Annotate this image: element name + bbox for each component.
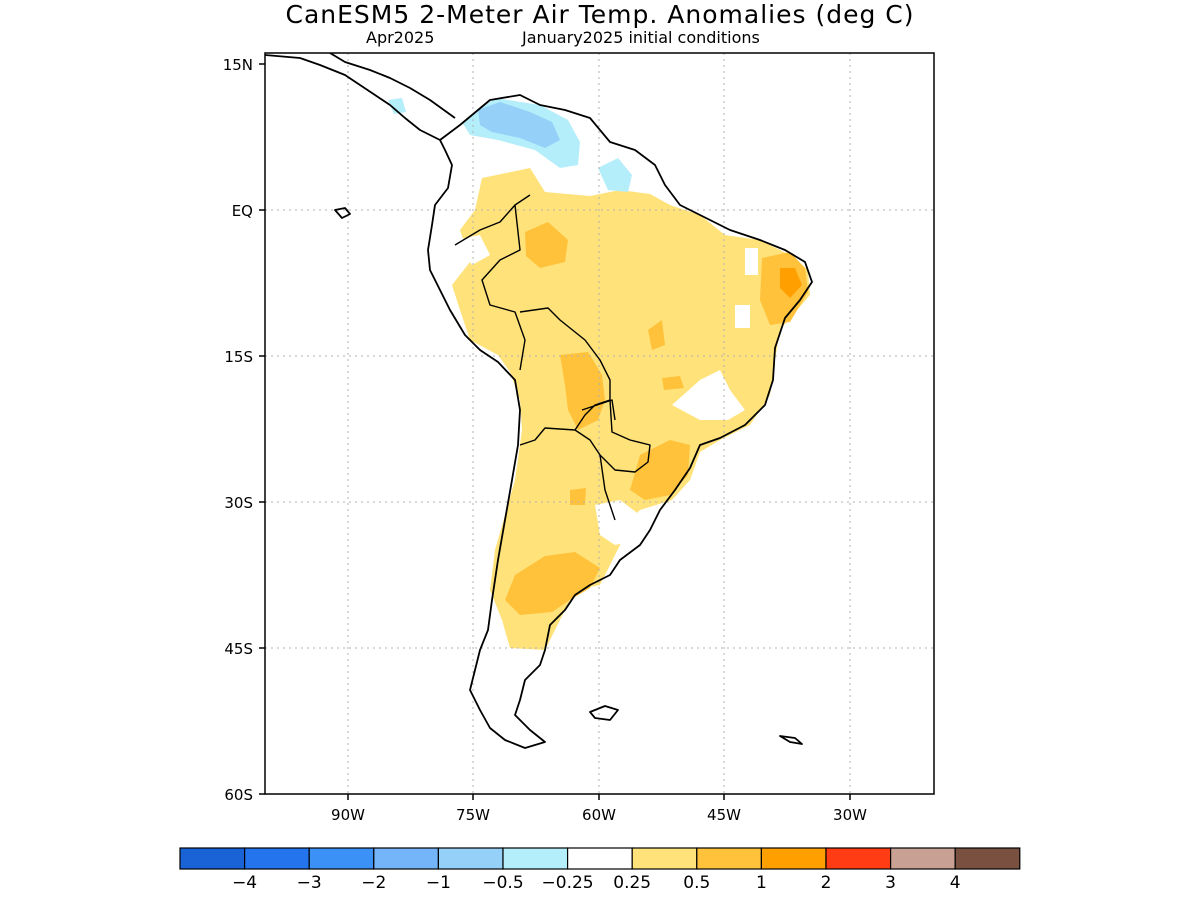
lon-label: 75W xyxy=(456,806,490,824)
anomaly-region-orange xyxy=(630,440,690,500)
colorbar-label: 4 xyxy=(950,873,961,893)
anomaly-region-dark-orange xyxy=(780,268,802,298)
colorbar-label: −2 xyxy=(361,873,386,893)
colorbar-swatch xyxy=(631,847,698,870)
lon-label: 30W xyxy=(833,806,867,824)
colorbar-swatch xyxy=(373,847,439,870)
anomaly-region-orange xyxy=(648,320,665,350)
initial-conditions-label: January2025 initial conditions xyxy=(522,28,760,47)
neutral-region xyxy=(455,235,490,265)
colorbar-swatch xyxy=(889,847,956,870)
lon-ticks xyxy=(347,794,851,800)
lon-label: 45W xyxy=(707,806,741,824)
colorbar-swatch xyxy=(760,847,827,870)
galapagos-islands xyxy=(334,207,351,219)
anomaly-region-orange xyxy=(662,376,684,390)
lat-label: 60S xyxy=(224,786,253,804)
colorbar-label: −0.5 xyxy=(482,873,523,893)
anomaly-region-mid-blue xyxy=(478,102,560,148)
colorbar-label: 2 xyxy=(821,873,832,893)
colorbar-swatch xyxy=(566,847,633,870)
anomaly-region-orange xyxy=(505,552,600,615)
lat-label: 15S xyxy=(224,348,253,366)
colorbar-swatch xyxy=(244,847,310,870)
central-america-coastline xyxy=(329,53,456,119)
colorbar-swatch xyxy=(696,847,762,870)
anomaly-region-yellow xyxy=(452,168,810,650)
colorbar-label: −0.25 xyxy=(542,873,594,893)
lon-label: 90W xyxy=(331,806,365,824)
colorbar-swatch xyxy=(502,847,569,870)
colorbar-label: −3 xyxy=(297,873,322,893)
map-title: CanESM5 2-Meter Air Temp. Anomalies (deg… xyxy=(285,0,915,29)
neutral-region xyxy=(672,370,745,420)
anomaly-region-orange xyxy=(570,488,586,505)
colorbar-swatch xyxy=(825,847,892,870)
colorbar-swatch xyxy=(179,847,246,870)
south-georgia xyxy=(779,735,803,745)
coastlines xyxy=(265,53,813,749)
colorbar-label: −4 xyxy=(232,873,257,893)
falkland-islands xyxy=(589,705,619,721)
country-borders xyxy=(454,194,651,521)
colorbar-label: −1 xyxy=(426,873,451,893)
lat-label: 30S xyxy=(224,494,253,512)
colorbar-label: 3 xyxy=(885,873,896,893)
colorbar-label: 0.25 xyxy=(613,873,651,893)
lat-ticks xyxy=(259,63,265,795)
neutral-region xyxy=(735,305,750,328)
colorbar-swatch xyxy=(437,847,504,870)
colorbar-swatch xyxy=(308,847,375,870)
lat-label: EQ xyxy=(232,202,253,220)
neutral-region xyxy=(595,500,640,545)
lon-label: 60W xyxy=(582,806,616,824)
colorbar-label: 0.5 xyxy=(683,873,710,893)
lat-label: 45S xyxy=(224,640,253,658)
anomaly-region-light-blue xyxy=(598,158,632,192)
anomaly-region-orange xyxy=(525,222,568,268)
central-america-coastline xyxy=(265,54,441,141)
neutral-region xyxy=(745,248,758,275)
forecast-month: Apr2025 xyxy=(366,28,435,47)
lat-label: 15N xyxy=(223,56,253,74)
anomaly-region-orange xyxy=(560,352,605,430)
south-america-coastline xyxy=(427,94,813,749)
anomaly-region-light-blue xyxy=(388,98,406,114)
colorbar-label: 1 xyxy=(756,873,767,893)
colorbar-swatch xyxy=(954,847,1021,870)
anomaly-shading xyxy=(388,98,810,650)
colorbar: −4 −3 −2 −1 −0.5 −0.25 0.25 0.5 1 2 3 4 xyxy=(179,847,1021,893)
